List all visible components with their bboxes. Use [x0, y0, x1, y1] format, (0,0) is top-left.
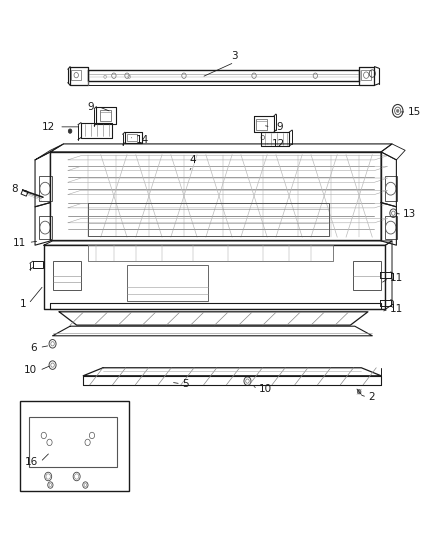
Text: 11: 11: [390, 273, 403, 283]
Bar: [127, 134, 137, 141]
Text: 12: 12: [42, 122, 55, 132]
Text: 11: 11: [390, 304, 403, 314]
Text: 3: 3: [231, 51, 238, 61]
Bar: [353, 261, 381, 290]
Text: 14: 14: [136, 135, 149, 144]
Text: 15: 15: [407, 107, 420, 117]
Text: 4: 4: [189, 155, 196, 165]
Text: 1: 1: [20, 299, 26, 309]
Text: 5: 5: [182, 379, 188, 389]
Text: 2: 2: [368, 392, 374, 402]
Text: 11: 11: [13, 238, 26, 247]
Bar: [39, 176, 52, 201]
Bar: [256, 119, 267, 130]
Circle shape: [396, 109, 399, 112]
Bar: [71, 70, 81, 80]
Bar: [385, 216, 397, 239]
Text: 6: 6: [31, 343, 37, 352]
Circle shape: [68, 129, 72, 133]
Text: 10: 10: [24, 366, 37, 375]
Text: 16: 16: [25, 457, 39, 467]
Bar: [39, 216, 52, 239]
Text: 13: 13: [403, 209, 416, 219]
Text: 9: 9: [88, 102, 94, 111]
Text: 12: 12: [272, 139, 285, 149]
Text: 8: 8: [11, 184, 18, 194]
Bar: [385, 176, 397, 201]
Bar: [20, 401, 129, 491]
Bar: [53, 261, 81, 290]
Circle shape: [357, 390, 361, 394]
Text: 10: 10: [258, 384, 272, 394]
Bar: [361, 70, 371, 80]
Bar: [29, 417, 117, 467]
Bar: [127, 265, 208, 301]
Bar: [100, 110, 111, 121]
Text: 9: 9: [276, 122, 283, 132]
